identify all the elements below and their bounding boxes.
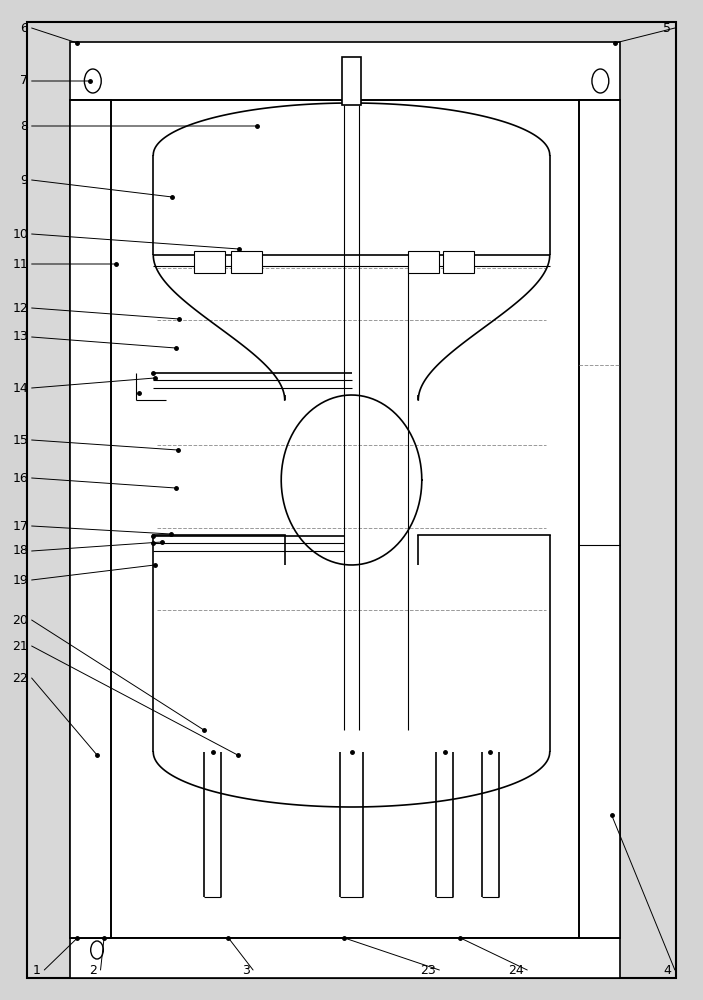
Bar [408,251,439,273]
Text: 14: 14 [13,381,28,394]
Text: 9: 9 [20,174,28,186]
Text: 2: 2 [89,964,97,976]
Text: 15: 15 [12,434,28,446]
Text: 8: 8 [20,119,28,132]
Text: 21: 21 [13,640,28,652]
Text: 16: 16 [13,472,28,485]
Bar [231,251,262,273]
Bar [70,42,620,100]
Text: 12: 12 [13,302,28,314]
Text: 22: 22 [13,672,28,684]
Text: 3: 3 [242,964,250,976]
Bar [342,57,361,105]
Text: 7: 7 [20,75,28,88]
Circle shape [592,69,609,93]
Text: 19: 19 [13,574,28,586]
Bar [579,100,620,938]
Text: 24: 24 [508,964,524,976]
Text: 17: 17 [12,520,28,532]
Text: 6: 6 [20,21,28,34]
Text: 1: 1 [33,964,41,976]
Circle shape [84,69,101,93]
Bar [70,100,111,938]
Bar [70,100,620,938]
Text: 20: 20 [12,613,28,626]
Text: 11: 11 [13,257,28,270]
Text: 18: 18 [12,544,28,558]
Bar [443,251,474,273]
Circle shape [91,941,103,959]
Bar [70,938,620,978]
Text: 5: 5 [664,21,671,34]
Text: 4: 4 [664,964,671,976]
Text: 10: 10 [12,228,28,240]
Bar [194,251,225,273]
Text: 13: 13 [13,330,28,344]
Text: 23: 23 [420,964,436,976]
